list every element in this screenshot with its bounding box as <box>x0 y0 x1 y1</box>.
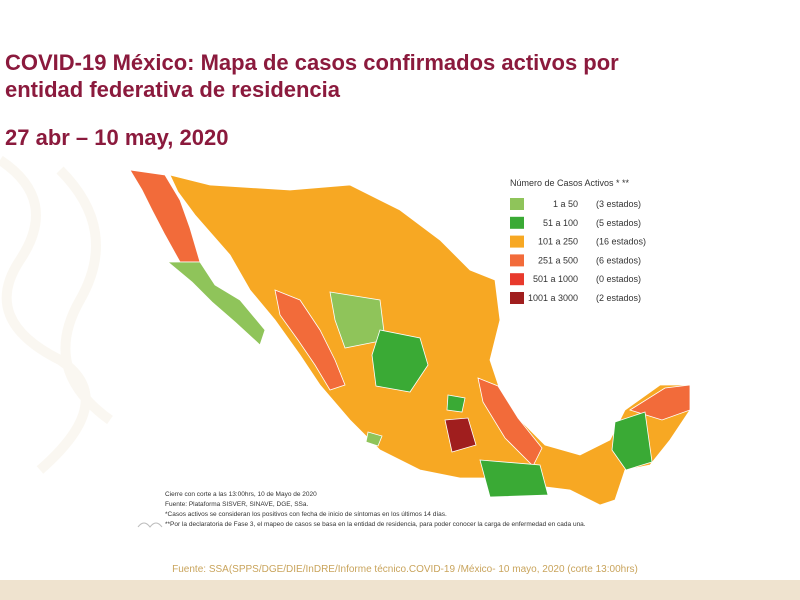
state <box>477 377 543 467</box>
state <box>371 329 429 393</box>
legend-count: (6 estados) <box>596 255 641 265</box>
legend-swatch <box>510 254 524 267</box>
legend-swatch <box>510 273 524 286</box>
legend: Número de Casos Activos * ** 1 a 50 (3 es… <box>510 178 646 304</box>
state <box>166 261 266 346</box>
legend-count: (3 estados) <box>596 199 641 209</box>
legend-swatch <box>510 235 524 248</box>
legend-swatch <box>510 198 524 210</box>
legend-range: 1001 a 3000 <box>528 293 578 303</box>
legend-count: (16 estados) <box>596 237 646 247</box>
legend-count: (5 estados) <box>596 218 641 228</box>
note: *Casos activos se consideran los positiv… <box>165 511 447 518</box>
legend-range: 501 a 1000 <box>533 274 578 284</box>
legend-range: 1 a 50 <box>553 199 578 209</box>
icon <box>137 522 163 528</box>
state <box>329 291 386 349</box>
legend-swatch <box>510 292 524 304</box>
state <box>611 411 653 471</box>
title: entidad federativa de residencia <box>5 77 341 102</box>
map <box>129 169 691 506</box>
state <box>629 384 691 421</box>
decoration <box>0 155 113 474</box>
state <box>444 417 477 453</box>
legend-count: (2 estados) <box>596 293 641 303</box>
note: **Por la declaratoria de Fase 3, el mape… <box>165 521 586 528</box>
state <box>446 394 466 413</box>
footer-band <box>0 580 800 600</box>
legend-range: 51 a 100 <box>543 218 578 228</box>
legend-title: Número de Casos Activos * ** <box>510 178 630 188</box>
title: COVID-19 México: Mapa de casos confirmad… <box>5 50 619 75</box>
legend-range: 101 a 250 <box>538 237 578 247</box>
legend-range: 251 a 500 <box>538 255 578 265</box>
state <box>169 174 691 506</box>
legend-count: (0 estados) <box>596 274 641 284</box>
source: Fuente: SSA(SPPS/DGE/DIE/InDRE/Informe t… <box>172 564 638 575</box>
state <box>274 289 346 391</box>
state <box>365 431 383 447</box>
legend-swatch <box>510 216 524 229</box>
date: 27 abr – 10 may, 2020 <box>5 125 228 150</box>
note: Cierre con corte a las 13:00hrs, 10 de M… <box>165 491 317 498</box>
state <box>479 459 549 498</box>
notes: Cierre con corte a las 13:00hrs, 10 de M… <box>137 491 586 528</box>
note: Fuente: Plataforma SISVER, SINAVE, DGE, … <box>165 501 308 508</box>
